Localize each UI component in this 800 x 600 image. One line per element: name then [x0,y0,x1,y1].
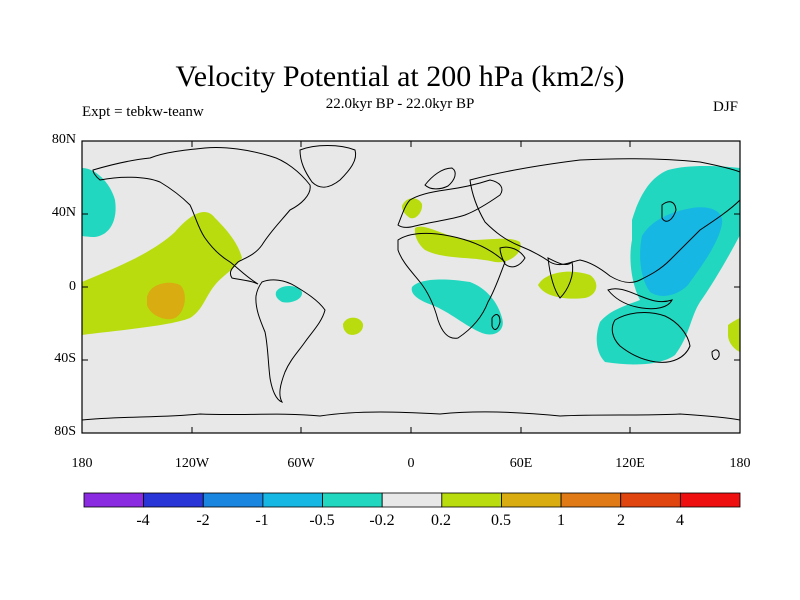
colorbar-box [202,492,264,508]
season-label: DJF [712,99,738,115]
experiment-label: Expt = tebkw-teanw [82,104,204,120]
colorbar-label: 0.5 [491,512,511,529]
x-tick-label: 180 [729,456,751,471]
colorbar-label: 2 [617,512,625,529]
map-title: Velocity Potential at 200 hPa (km2/s) [175,60,625,93]
colorbar-box [441,492,502,508]
y-tick-label: 40S [54,351,76,366]
negative-anomaly-africa [411,279,503,335]
positive-anomaly-pacific [82,212,242,335]
x-tick-label: 60W [287,456,315,471]
map-subtitle: 22.0kyr BP - 22.0kyr BP [325,96,475,112]
axis-ticks [81,140,741,434]
y-tick-label: 0 [69,279,76,294]
colorbar-label: -1 [255,512,269,529]
colorbar-label: -4 [136,512,150,529]
colorbar-label: -2 [196,512,210,529]
y-tick-label: 80S [54,424,76,439]
colorbar-box [501,492,562,508]
colorbar-label: 0.2 [431,512,451,529]
map-frame [81,140,741,434]
colorbar-box [620,492,681,508]
colorbar-box [679,492,741,508]
colorbar-box [322,492,383,508]
positive-anomaly-south-atlantic [343,317,364,335]
negative-anomaly-northeast-pacific [82,168,116,237]
x-tick-label: 120W [174,456,210,471]
negative-anomaly-south-america [275,286,303,303]
colorbar-label: 4 [676,512,684,529]
colorbar-box [83,492,145,508]
colorbar-box [560,492,622,508]
positive-anomaly-east-edge [728,318,740,352]
x-tick-label: 0 [407,456,415,471]
colorbar-box [381,492,443,508]
colorbar-label: -0.2 [369,512,395,529]
colorbar-label: 1 [557,512,565,529]
x-tick-label: 180 [71,456,93,471]
colorbar-box [143,492,204,508]
x-tick-label: 120E [615,456,645,471]
positive-anomaly-indian-ocean [538,271,597,299]
positive-core-pacific [147,282,185,320]
coastlines [82,145,740,421]
y-tick-label: 80N [51,132,76,147]
colorbar-label: -0.5 [309,512,335,529]
x-tick-label: 60E [509,456,533,471]
y-tick-label: 40N [51,205,76,220]
colorbar-box [262,492,323,508]
colorbar [83,492,741,508]
